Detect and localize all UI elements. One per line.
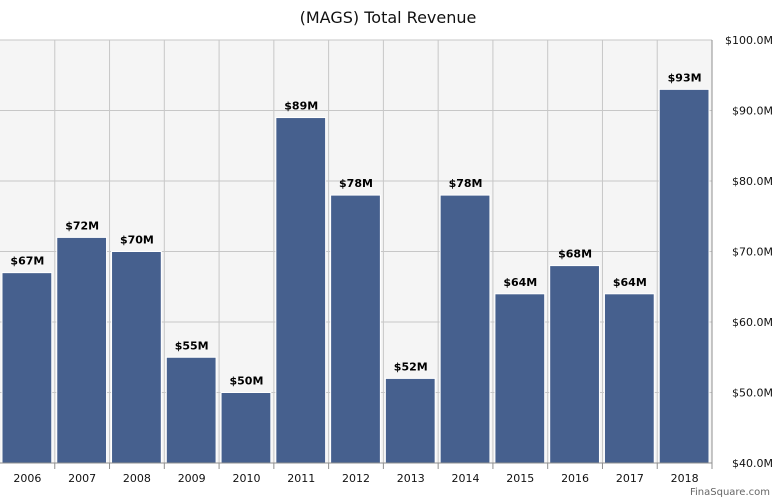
x-tick-label: 2013 (397, 472, 425, 485)
data-label: $64M (503, 276, 537, 289)
x-tick-label: 2017 (616, 472, 644, 485)
y-tick-label: $60.0M (732, 316, 773, 329)
data-label: $68M (558, 248, 592, 261)
x-tick-label: 2012 (342, 472, 370, 485)
data-label: $72M (65, 219, 99, 232)
bar-series (1, 88, 710, 464)
data-label: $78M (449, 177, 483, 190)
bar-2017 (603, 293, 655, 464)
data-label: $50M (230, 375, 264, 388)
x-tick-label: 2015 (506, 472, 534, 485)
bar-2009 (165, 356, 217, 464)
x-tick-label: 2018 (671, 472, 699, 485)
bar-2008 (111, 251, 162, 464)
watermark-credit: FinaSquare.com (690, 487, 770, 498)
y-tick-label: $70.0M (732, 246, 773, 259)
data-label: $93M (668, 71, 702, 84)
bar-2015 (494, 293, 546, 464)
x-tick-label: 2010 (232, 472, 260, 485)
data-label: $64M (613, 276, 647, 289)
bar-2010 (220, 392, 272, 464)
data-label: $78M (339, 177, 373, 190)
x-tick-label: 2008 (123, 472, 151, 485)
bar-2018 (658, 88, 710, 464)
chart-title: (MAGS) Total Revenue (300, 8, 477, 27)
data-label: $67M (10, 255, 44, 268)
bar-2016 (549, 265, 600, 464)
bar-2012 (330, 194, 381, 464)
bar-2014 (439, 194, 491, 464)
axes: $40.0M $50.0M $60.0M $70.0M $80.0M $90.0M $100… (0, 34, 773, 485)
bar-2011 (275, 117, 327, 464)
y-tick-label: $90.0M (732, 105, 773, 118)
data-label: $70M (120, 234, 154, 247)
y-tick-label: $40.0M (732, 457, 773, 470)
data-label: $55M (175, 339, 209, 352)
bar-2007 (56, 236, 108, 464)
data-label: $52M (394, 360, 428, 373)
data-label: $89M (284, 100, 318, 113)
x-tick-label: 2006 (13, 472, 41, 485)
x-tick-label: 2011 (287, 472, 315, 485)
x-tick-label: 2016 (561, 472, 589, 485)
bar-2006 (1, 272, 53, 464)
y-tick-label: $100.0M (725, 34, 773, 47)
data-labels: $67M $72M $70M $55M $50M $89M $78M $52M $78M $64M… (10, 71, 701, 387)
x-tick-label: 2014 (452, 472, 480, 485)
x-tick-label: 2007 (68, 472, 96, 485)
y-tick-label: $80.0M (732, 175, 773, 188)
bar-2013 (384, 377, 436, 464)
y-tick-label: $50.0M (732, 387, 773, 400)
x-tick-label: 2009 (178, 472, 206, 485)
